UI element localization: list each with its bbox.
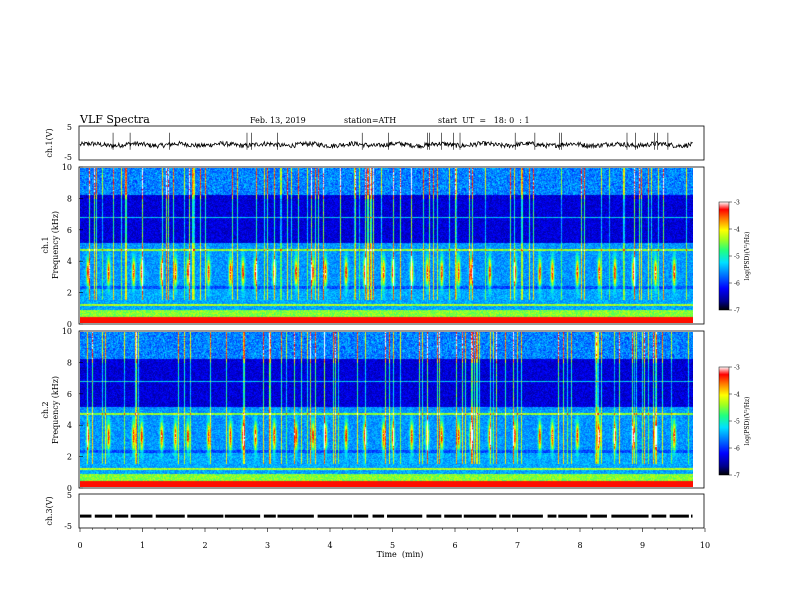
spectrogram-ytick-label: 0 — [67, 484, 72, 493]
ch2-spectrogram-ylabel-2: Frequency (kHz) — [51, 376, 60, 444]
spectrogram-ytick-label: 10 — [62, 327, 72, 336]
ch2-colorbar-ticks: -3 -4 -5 -6 -7 — [729, 365, 740, 480]
time-tick-label: 10 — [700, 541, 710, 550]
station-label: station=ATH — [344, 116, 396, 125]
ch1-spectrogram-yticks: 0 2 4 6 8 10 — [62, 163, 83, 329]
ch3-voltage-frame — [78, 493, 705, 529]
ch3-ytick-top: 5 — [67, 491, 72, 500]
ch2-spectrogram-image — [80, 332, 693, 487]
ch3-voltage-ylabel: ch.3(V) — [45, 496, 54, 525]
ch1-colorbar-ticks: -3 -4 -5 -6 -7 — [729, 200, 740, 315]
colorbar-tick-label: -3 — [734, 200, 740, 207]
time-tick-label: 7 — [515, 541, 520, 550]
chart-title: VLF Spectra — [79, 113, 150, 126]
ch2-spectrogram-canvas — [80, 332, 693, 487]
ch2-spectrogram-ylabel-1: ch.2 — [41, 401, 50, 418]
spectrogram-ytick-label: 4 — [67, 421, 72, 430]
colorbar-tick-label: -7 — [734, 473, 740, 480]
ch2-spectrogram-panel: 0 2 4 6 8 10 ch.2 Frequency (kHz) — [41, 327, 705, 493]
ch1-spectrogram-ylabel-2: Frequency (kHz) — [51, 211, 60, 279]
colorbar-tick-label: -4 — [734, 392, 740, 399]
spectrogram-ytick-label: 6 — [67, 390, 72, 399]
colorbar-tick-label: -3 — [734, 365, 740, 372]
ch2-colorbar: -3 -4 -5 -6 -7 log(PSD)(V²/Hz) — [718, 365, 751, 480]
ch1-voltage-spikes — [112, 132, 669, 150]
time-tick-label: 9 — [640, 541, 645, 550]
spectrogram-ytick-label: 0 — [67, 320, 72, 329]
ch1-spectrogram-image — [80, 168, 693, 323]
ch2-spectrogram-yticks: 0 2 4 6 8 10 — [62, 327, 83, 493]
ch1-spectrogram-canvas — [80, 168, 693, 323]
time-axis: 0 1 2 3 4 5 6 7 8 9 10 — [77, 528, 710, 550]
ch1-voltage-panel: 5 -5 ch.1(V) — [45, 123, 705, 162]
ch1-ytick-bottom: -5 — [64, 153, 72, 162]
spectrogram-ytick-label: 2 — [67, 289, 72, 298]
time-tick-label: 3 — [265, 541, 270, 550]
ch1-spectrogram-panel: 0 2 4 6 8 10 ch.1 Frequency (kHz) — [41, 163, 705, 329]
ch3-ytick-bottom: -5 — [64, 522, 72, 531]
time-tick-label: 6 — [452, 541, 457, 550]
spectrogram-ytick-label: 6 — [67, 226, 72, 235]
ch3-voltage-panel: 5 -5 ch.3(V) — [45, 491, 705, 531]
time-tick-label: 5 — [390, 541, 395, 550]
time-tick-label: 2 — [202, 541, 207, 550]
colorbar-tick-label: -5 — [734, 254, 740, 261]
time-tick-label: 0 — [77, 541, 82, 550]
spectrogram-ytick-label: 10 — [62, 163, 72, 172]
ch2-colorbar-label: log(PSD)(V²/Hz) — [744, 397, 751, 446]
colorbar-tick-label: -7 — [734, 308, 740, 315]
time-tick-label: 4 — [327, 541, 332, 550]
ch1-colorbar: -3 -4 -5 -6 -7 log(PSD)(V²/Hz) — [718, 200, 751, 315]
ch1-ytick-top: 5 — [67, 123, 72, 132]
date-label: Feb. 13, 2019 — [250, 116, 306, 125]
spectrogram-ytick-label: 2 — [67, 453, 72, 462]
ch2-colorbar-gradient — [718, 366, 730, 476]
ch1-voltage-ylabel: ch.1(V) — [45, 128, 54, 157]
time-tick-label: 1 — [140, 541, 145, 550]
ch1-spectrogram-ylabel-1: ch.1 — [41, 236, 50, 253]
colorbar-tick-label: -6 — [734, 281, 740, 288]
ch1-colorbar-gradient — [718, 201, 730, 311]
ch1-colorbar-label: log(PSD)(V²/Hz) — [744, 232, 751, 281]
spectrogram-ytick-label: 8 — [67, 194, 72, 203]
time-axis-label: Time (min) — [377, 550, 424, 559]
start-time-label: start UT = 18: 0 : 1 — [438, 116, 530, 125]
colorbar-tick-label: -6 — [734, 446, 740, 453]
time-tick-label: 8 — [577, 541, 582, 550]
ch1-voltage-trace — [79, 140, 693, 150]
colorbar-tick-label: -5 — [734, 419, 740, 426]
spectrogram-ytick-label: 4 — [67, 257, 72, 266]
colorbar-tick-label: -4 — [734, 227, 740, 234]
spectrogram-ytick-label: 8 — [67, 358, 72, 367]
